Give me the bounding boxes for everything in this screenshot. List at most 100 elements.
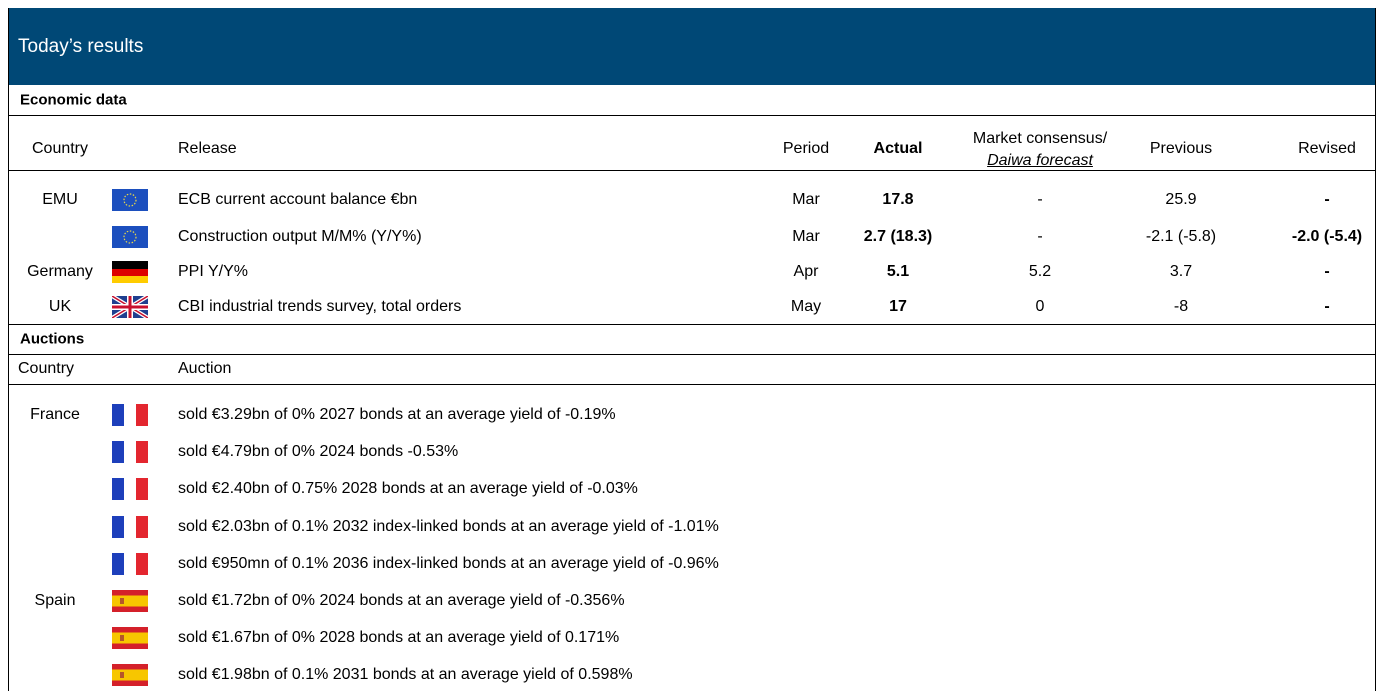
flag-es [112, 590, 148, 612]
column-header: Auction [178, 360, 232, 377]
flag-part [123, 193, 137, 207]
release: Construction output M/M% (Y/Y%) [178, 228, 422, 245]
auction: sold €3.29bn of 0% 2027 bonds at an aver… [178, 406, 616, 423]
revised: -2.0 (-5.4) [1291, 228, 1363, 245]
column-header: Country [31, 140, 89, 157]
auction: sold €1.72bn of 0% 2024 bonds at an aver… [178, 592, 625, 609]
auction: sold €950mn of 0.1% 2036 index-linked bo… [178, 554, 719, 572]
column-header: Period [782, 140, 830, 157]
column-header: Revised [1298, 140, 1356, 157]
flag-part [112, 261, 148, 269]
period: Mar [792, 191, 820, 208]
release: PPI Y/Y% [178, 263, 248, 280]
flag-part [112, 515, 124, 538]
column-header: Previous [1149, 140, 1213, 157]
revised: - [1324, 298, 1330, 315]
flag-part [112, 478, 124, 501]
auction: sold €2.40bn of 0.75% 2028 bonds at an a… [178, 480, 638, 498]
consensus: 5.2 [1028, 263, 1052, 280]
actual: 2.7 (18.3) [863, 228, 933, 245]
flag-uk [112, 296, 148, 318]
rule [8, 170, 1376, 171]
flag-part [112, 552, 124, 575]
column-header: Country [18, 360, 75, 377]
right-border [1375, 8, 1376, 691]
flag-part [123, 230, 137, 244]
country: UK [48, 298, 72, 315]
flag-part [124, 515, 136, 538]
column-header: Release [178, 140, 237, 157]
flag-part [120, 635, 124, 642]
previous: 25.9 [1165, 191, 1197, 208]
section-title: Economic data [20, 91, 127, 109]
release: ECB current account balance €bn [178, 191, 418, 208]
flag-fr [112, 552, 148, 575]
flag-part [136, 552, 148, 575]
consensus: 0 [1035, 298, 1045, 315]
header-band [8, 8, 1376, 85]
flag-fr [112, 404, 148, 426]
flag-part [112, 669, 148, 681]
actual: 17 [889, 298, 907, 315]
flag-part [112, 276, 148, 283]
previous: -2.1 (-5.8) [1145, 228, 1217, 245]
flag-fr [112, 478, 148, 501]
flag-part [124, 552, 136, 575]
rule [8, 384, 1376, 385]
period: Mar [792, 228, 820, 245]
auction: sold €4.79bn of 0% 2024 bonds -0.53% [178, 443, 459, 461]
flag-part [136, 441, 148, 464]
country: EMU [42, 191, 78, 208]
flag-fr [112, 515, 148, 538]
period: May [790, 298, 822, 315]
header-title: Today’s results [18, 36, 144, 57]
left-border [8, 8, 9, 691]
flag-part [112, 404, 124, 426]
rule [8, 324, 1376, 325]
flag-part [124, 478, 136, 501]
country: France [30, 406, 80, 423]
flag-part [112, 226, 148, 248]
flag-part [112, 269, 148, 276]
actual: 17.8 [882, 191, 914, 208]
auction: sold €2.03bn of 0.1% 2032 index-linked b… [178, 517, 719, 535]
flag-part [120, 672, 124, 679]
flag-es [112, 664, 148, 687]
auction: sold €1.98bn of 0.1% 2031 bonds at an av… [178, 666, 633, 684]
flag-part [112, 632, 148, 644]
flag-part [112, 595, 148, 607]
previous: -8 [1173, 298, 1189, 315]
rule [8, 115, 1376, 116]
country: Spain [34, 592, 76, 609]
flag-part [124, 441, 136, 464]
previous: 3.7 [1169, 263, 1193, 280]
section-title: Auctions [20, 330, 85, 348]
flag-de [112, 261, 148, 283]
column-header: Daiwa forecast [987, 152, 1093, 169]
flag-part [136, 478, 148, 501]
consensus: - [1037, 228, 1043, 245]
consensus: - [1037, 191, 1043, 208]
period: Apr [793, 263, 819, 280]
flag-part [112, 189, 148, 211]
flag-part [112, 441, 124, 464]
column-header: Actual [873, 140, 923, 157]
flag-part [112, 296, 148, 318]
flag-es [112, 627, 148, 650]
actual: 5.1 [886, 263, 910, 280]
flag-eu [112, 189, 148, 211]
flag-fr [112, 441, 148, 464]
auction: sold €1.67bn of 0% 2028 bonds at an aver… [178, 629, 620, 647]
revised: - [1324, 263, 1330, 280]
flag-part [136, 404, 148, 426]
release: CBI industrial trends survey, total orde… [178, 298, 462, 315]
column-header: Market consensus/ [972, 130, 1108, 147]
revised: - [1324, 191, 1330, 208]
flag-eu [112, 226, 148, 248]
flag-part [124, 404, 136, 426]
country: Germany [27, 263, 93, 280]
rule [8, 354, 1376, 355]
flag-part [136, 515, 148, 538]
flag-part [120, 598, 124, 604]
